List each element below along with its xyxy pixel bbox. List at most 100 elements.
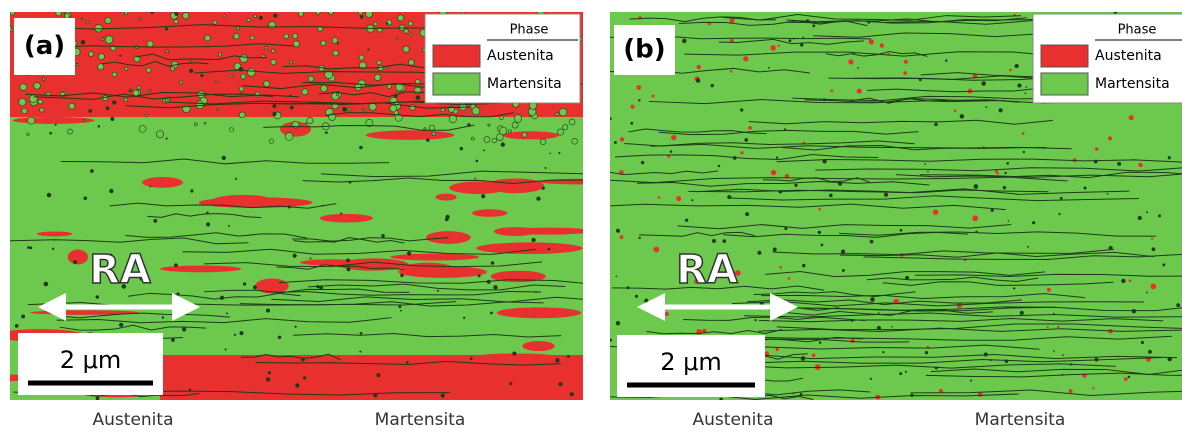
grain-dot — [319, 286, 323, 290]
martensite-speck — [424, 128, 426, 130]
grain-dot — [220, 296, 224, 300]
martensite-speck — [374, 74, 380, 80]
martensite-speck — [174, 19, 178, 23]
martensite-speck — [408, 60, 414, 66]
martensite-speck — [410, 33, 413, 36]
martensite-speck — [171, 67, 175, 71]
martensite-speck — [321, 40, 326, 45]
grain-dot — [21, 314, 25, 318]
grain-dot — [1053, 350, 1055, 352]
austenite-speck — [848, 59, 853, 64]
grain-dot — [616, 229, 620, 233]
austenite-speck — [676, 196, 681, 201]
grain-dot — [234, 334, 236, 336]
grain-dot — [558, 152, 560, 154]
grain-dot — [531, 238, 535, 242]
grain-dot — [301, 358, 305, 362]
martensite-speck — [83, 119, 85, 121]
grain-dot — [1032, 221, 1035, 224]
grain-dot — [493, 285, 497, 289]
grain-dot — [400, 310, 402, 312]
martensite-speck — [557, 129, 563, 135]
grain-dot — [570, 392, 574, 396]
austenite-speck — [818, 208, 821, 211]
grain-dot — [990, 359, 992, 361]
austenite-patch — [472, 209, 507, 217]
martensite-speck — [264, 81, 270, 87]
martensite-speck — [145, 114, 148, 117]
martensite-speck — [76, 63, 78, 65]
martensite-speck — [293, 34, 298, 39]
grain-dot — [310, 257, 312, 259]
grain-dot — [615, 276, 617, 278]
martensite-speck — [369, 103, 376, 110]
martensite-speck — [42, 78, 45, 81]
martensite-speck — [488, 124, 490, 126]
grain-dot — [153, 219, 157, 223]
martensite-speck — [125, 12, 128, 15]
grain-dot — [960, 114, 964, 118]
grain-dot — [685, 219, 688, 222]
austenite-speck — [933, 210, 938, 215]
grain-dot — [47, 193, 51, 197]
legend-title: Phase — [510, 23, 549, 38]
martensite-speck — [101, 38, 104, 41]
grain-dot — [381, 234, 385, 238]
grain-dot — [394, 94, 397, 97]
austenite-patch — [390, 254, 479, 261]
austenite-speck — [620, 235, 624, 239]
austenite-speck — [857, 89, 862, 94]
grain-dot — [44, 282, 49, 287]
grain-dot — [1053, 313, 1055, 315]
martensite-speck — [572, 138, 578, 144]
grain-dot — [924, 163, 926, 165]
grain-dot — [1017, 83, 1021, 87]
caption: Martensita — [975, 410, 1066, 430]
austenite-speck — [671, 135, 676, 140]
grain-dot — [558, 382, 562, 386]
grain-dot — [838, 181, 842, 185]
austenite-speck — [1047, 326, 1049, 328]
grain-dot — [691, 199, 693, 201]
grain-dot — [109, 189, 113, 193]
martensite-speck — [67, 129, 72, 134]
austenite-speck — [740, 151, 743, 154]
grain-dot — [722, 239, 726, 243]
grain-dot — [467, 123, 470, 126]
grain-dot — [1128, 376, 1131, 379]
grain-dot — [400, 274, 404, 278]
grain-dot — [73, 260, 77, 264]
grain-dot — [481, 194, 485, 198]
grain-dot — [162, 316, 164, 318]
grain-dot — [29, 246, 32, 249]
grain-dot — [1006, 162, 1009, 165]
grain-dot — [784, 128, 786, 130]
grain-dot — [1138, 216, 1142, 220]
grain-dot — [441, 393, 445, 397]
grain-dot — [744, 138, 748, 142]
austenite-speck — [1151, 284, 1157, 290]
grain-dot — [1148, 350, 1152, 354]
panel-label: (a) — [24, 31, 65, 61]
grain-dot — [295, 383, 299, 387]
austenite-speck — [995, 170, 998, 173]
grain-dot — [305, 122, 307, 124]
panel-label: (b) — [623, 35, 665, 65]
austenite-speck — [651, 94, 654, 97]
grain-dot — [303, 376, 306, 379]
grain-dot — [535, 291, 537, 293]
grain-dot — [1003, 186, 1006, 189]
grain-dot — [567, 355, 570, 358]
grain-dot — [884, 193, 888, 197]
grain-dot — [206, 212, 208, 214]
grain-dot — [376, 373, 380, 377]
martensite-speck — [377, 61, 381, 65]
grain-dot — [882, 351, 884, 353]
legend-label: Martensita — [1095, 76, 1170, 92]
austenite-speck — [636, 85, 641, 90]
grain-dot — [757, 251, 761, 255]
grain-dot — [754, 319, 756, 321]
martensite-speck — [213, 20, 217, 24]
austenite-speck — [730, 18, 735, 23]
martensite-speck — [492, 138, 497, 143]
